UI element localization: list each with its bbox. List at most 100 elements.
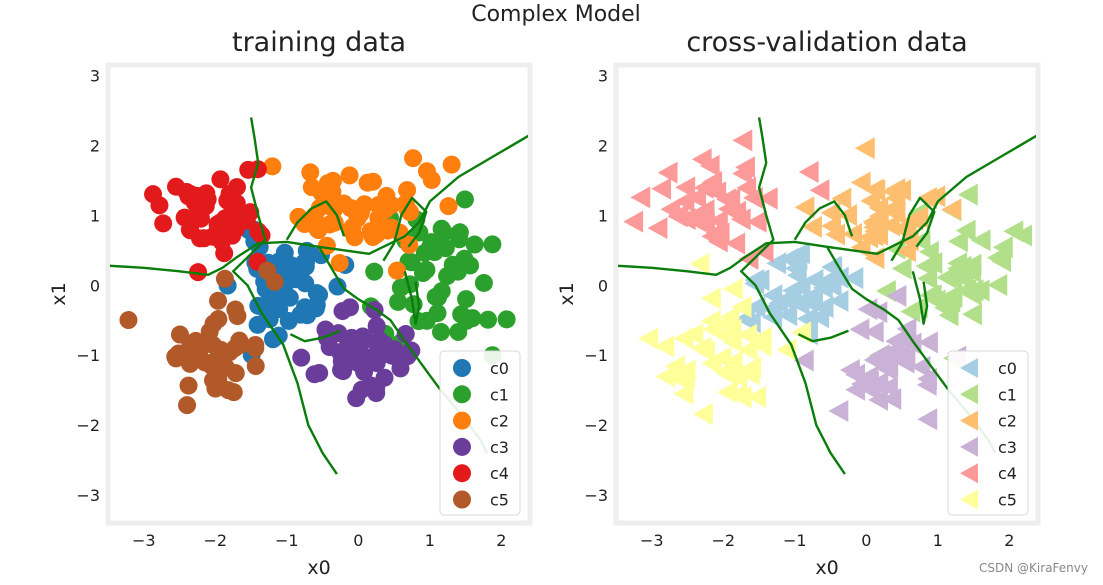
decision-boundary <box>289 329 341 343</box>
point-c1 <box>991 250 1012 273</box>
point-c3 <box>292 348 311 367</box>
point-c4 <box>725 232 746 255</box>
cross-validation-data-plot: cross-validation data −3 −2 −1 0 1 2 −3 −2 −1 0 1 2 3… <box>556 27 1041 579</box>
point-c4 <box>675 176 696 199</box>
point-c4 <box>223 226 242 245</box>
legend-label-c4: c4 <box>998 464 1017 483</box>
point-c4 <box>150 196 169 215</box>
plot-title: cross-validation data <box>686 27 967 58</box>
point-c0 <box>307 284 326 303</box>
point-c3 <box>918 331 938 354</box>
point-c1 <box>987 273 1008 296</box>
legend-marker-c4 <box>960 463 978 484</box>
point-c3 <box>845 378 866 401</box>
point-c4 <box>197 184 216 203</box>
point-c4 <box>706 181 727 204</box>
legend-label-c0: c0 <box>490 359 509 378</box>
point-c1 <box>428 304 447 323</box>
point-c4 <box>239 160 258 179</box>
point-c4 <box>707 230 728 253</box>
point-c3 <box>863 320 884 343</box>
decision-boundary <box>797 329 849 343</box>
point-c2 <box>369 209 388 228</box>
point-c0 <box>843 267 864 290</box>
legend-marker-c2 <box>453 411 471 430</box>
point-c4 <box>736 176 757 199</box>
point-c5 <box>701 352 722 375</box>
point-c2 <box>903 208 924 231</box>
point-c2 <box>794 196 815 219</box>
point-c1 <box>497 310 516 329</box>
point-c0 <box>328 277 347 296</box>
point-c5 <box>722 330 742 353</box>
point-c2 <box>289 207 308 226</box>
x-axis-label: x0 <box>307 557 330 579</box>
point-c4 <box>735 156 755 179</box>
point-c3 <box>896 317 917 340</box>
point-c1 <box>432 282 451 301</box>
point-c2 <box>340 166 359 185</box>
y-tick-label: 3 <box>598 66 608 85</box>
point-c4 <box>186 207 205 226</box>
point-c5 <box>654 335 675 358</box>
point-c4 <box>241 203 260 222</box>
point-c0 <box>777 304 798 327</box>
y-tick-label: 0 <box>90 276 100 295</box>
x-tick-label: −3 <box>132 531 156 550</box>
point-c5 <box>224 383 243 402</box>
point-c2 <box>364 172 383 191</box>
point-c3 <box>391 359 410 378</box>
point-c3 <box>881 387 902 410</box>
point-c5 <box>246 339 265 358</box>
point-c2 <box>345 228 364 247</box>
point-c2 <box>369 196 388 215</box>
x-tick-label: 0 <box>861 531 871 550</box>
point-c2 <box>404 149 423 168</box>
point-c3 <box>863 349 884 372</box>
point-c1 <box>461 256 480 275</box>
y-tick-label: −1 <box>584 346 608 365</box>
decision-boundary <box>110 134 528 276</box>
point-c1 <box>922 252 943 275</box>
y-tick-label: 2 <box>90 136 100 155</box>
legend-marker-c0 <box>960 358 978 378</box>
y-tick-label: 0 <box>598 276 608 295</box>
point-c5 <box>638 327 659 350</box>
legend-marker-c1 <box>960 384 978 405</box>
point-c3 <box>901 332 922 355</box>
point-c4 <box>730 208 751 231</box>
point-c3 <box>367 343 386 362</box>
x-tick-label: −3 <box>640 531 664 550</box>
point-c5 <box>655 365 676 388</box>
point-c1 <box>457 311 476 330</box>
point-c2 <box>855 137 875 160</box>
x-axis-label: x0 <box>815 557 838 579</box>
point-c5 <box>673 382 694 405</box>
point-c5 <box>689 252 710 275</box>
point-c4 <box>674 190 695 213</box>
point-c3 <box>305 365 324 384</box>
point-c4 <box>211 170 230 189</box>
point-c4 <box>227 178 246 197</box>
point-c3 <box>868 371 889 394</box>
point-c3 <box>333 347 352 366</box>
point-c1 <box>365 262 384 281</box>
point-c1 <box>962 303 982 326</box>
decision-boundary <box>403 271 421 325</box>
point-c2 <box>367 225 386 244</box>
point-c2 <box>896 240 916 263</box>
point-c2 <box>422 170 441 189</box>
point-c5 <box>727 383 748 406</box>
point-c5 <box>717 381 738 404</box>
point-c2 <box>917 187 937 210</box>
point-c2 <box>831 187 852 210</box>
point-c0 <box>790 242 810 265</box>
decision-boundary <box>618 134 1036 276</box>
legend-marker-c0 <box>453 359 471 377</box>
figure-suptitle: Complex Model <box>471 2 641 27</box>
point-c3 <box>333 302 352 321</box>
x-tick-label: −1 <box>275 531 299 550</box>
x-tick-label: −2 <box>711 531 735 550</box>
legend-label-c1: c1 <box>490 385 509 404</box>
point-c4 <box>738 247 759 270</box>
